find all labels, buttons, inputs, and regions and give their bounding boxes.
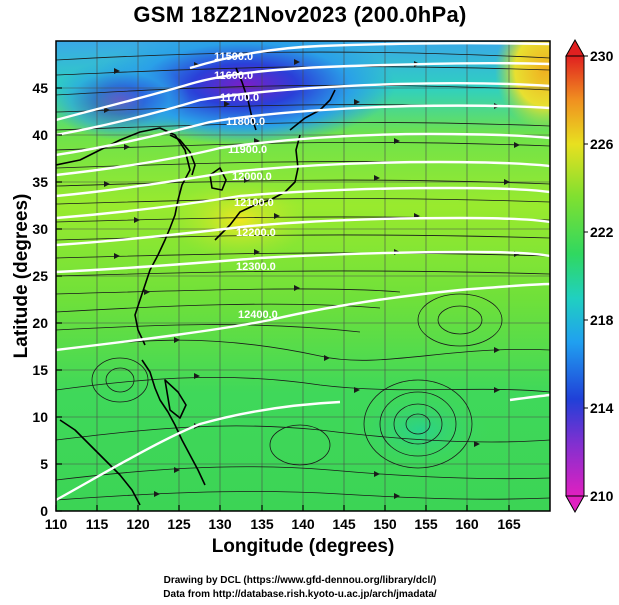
contour-label: 12300.0 (236, 261, 276, 273)
contour-label: 11600.0 (214, 70, 253, 82)
contour-label: 11800.0 (226, 116, 265, 128)
colorbar-max-arrow (565, 38, 585, 57)
x-tick-label: 110 (44, 516, 68, 532)
y-tick-label: 5 (40, 456, 48, 472)
axis-ticks (55, 87, 510, 512)
x-tick-label: 130 (208, 516, 232, 532)
x-tick-label: 155 (414, 516, 438, 532)
y-tick-label: 30 (32, 221, 48, 237)
contour-label: 12100.0 (234, 197, 274, 209)
chart-title: GSM 18Z21Nov2023 (200.0hPa) (133, 2, 467, 27)
height-contours (56, 41, 550, 502)
x-tick-label: 125 (167, 516, 191, 532)
y-tick-label: 0 (40, 503, 48, 519)
contour-label: 11700.0 (220, 92, 259, 104)
credit-drawing: Drawing by DCL (https://www.gfd-dennou.o… (163, 575, 437, 586)
contour-label: 11900.0 (228, 144, 267, 156)
contour-label: 11500.0 (214, 51, 253, 63)
x-axis-label: Longitude (degrees) (211, 536, 395, 557)
x-tick-label: 150 (373, 516, 397, 532)
colorbar-tick-label: 218 (590, 312, 614, 328)
colorbar-min-arrow (565, 495, 585, 514)
colorbar-scale (565, 55, 585, 497)
x-tick-label: 120 (126, 516, 150, 532)
colorbar-tick-label: 210 (590, 488, 614, 504)
colorbar-tick-label: 222 (590, 224, 614, 240)
y-tick-label: 45 (32, 80, 48, 96)
contour-label: 12200.0 (236, 227, 276, 239)
y-axis-label: Latitude (degrees) (11, 193, 32, 359)
x-tick-label: 140 (291, 516, 315, 532)
colorbar-tick-label: 226 (590, 136, 614, 152)
y-tick-label: 25 (32, 268, 48, 284)
y-tick-label: 15 (32, 362, 48, 378)
credit-data-source: Data from http://database.rish.kyoto-u.a… (163, 589, 437, 600)
colorbar-tick-label: 230 (590, 48, 614, 64)
x-tick-label: 115 (85, 516, 109, 532)
y-tick-label: 20 (32, 315, 48, 331)
contour-label: 12400.0 (238, 309, 278, 321)
x-tick-label: 165 (497, 516, 521, 532)
colorbar-tick-label: 214 (590, 400, 614, 416)
contour-label-group: 11500.0 11600.0 11700.0 11800.0 11900.0 … (214, 51, 278, 321)
x-tick-label: 160 (455, 516, 479, 532)
y-tick-label: 35 (32, 174, 48, 190)
contour-label: 12000.0 (232, 171, 272, 183)
y-tick-label: 40 (32, 127, 48, 143)
x-tick-label: 135 (250, 516, 274, 532)
y-tick-label: 10 (32, 409, 48, 425)
colorbar (565, 38, 588, 514)
x-tick-label: 145 (332, 516, 356, 532)
